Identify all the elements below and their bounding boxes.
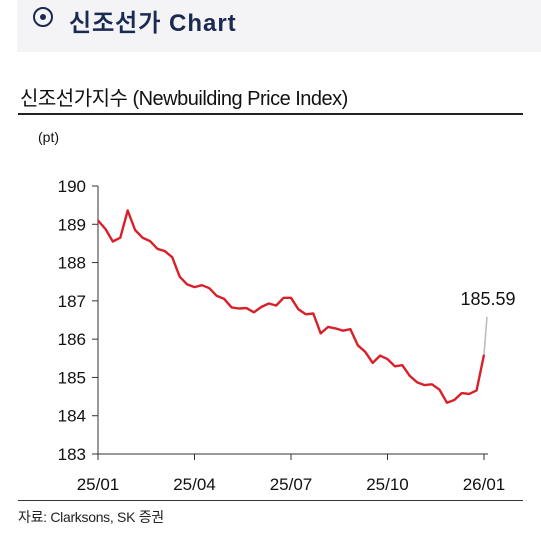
- data-point: [119, 236, 122, 239]
- data-point: [416, 381, 418, 384]
- y-tick-label: 183: [58, 445, 86, 464]
- data-point: [453, 399, 456, 401]
- data-point: [297, 308, 300, 311]
- data-point: [364, 350, 367, 353]
- data-point: [394, 365, 396, 368]
- data-point: [215, 295, 218, 297]
- y-unit-label: (pt): [38, 129, 59, 145]
- data-point: [260, 306, 263, 308]
- data-point: [164, 250, 166, 252]
- data-point: [357, 344, 359, 347]
- data-point: [334, 327, 337, 330]
- data-point: [275, 304, 277, 307]
- data-point: [223, 298, 225, 300]
- data-point: [156, 247, 159, 250]
- data-point: [305, 313, 307, 316]
- title-rule: [18, 113, 523, 115]
- x-tick-label: 25/10: [366, 475, 409, 494]
- data-point: [290, 296, 292, 299]
- data-point: [238, 307, 240, 310]
- data-point: [104, 228, 107, 230]
- data-point: [134, 229, 136, 231]
- data-point: [149, 240, 151, 242]
- source-note: 자료: Clarksons, SK 증권: [18, 509, 164, 525]
- data-point: [468, 393, 470, 395]
- banner-title: 신조선가 Chart: [69, 10, 237, 37]
- data-point: [193, 286, 196, 288]
- data-point: [230, 306, 233, 309]
- data-point: [97, 219, 99, 222]
- y-tick-label: 184: [58, 407, 86, 426]
- y-tick-label: 187: [58, 292, 86, 311]
- data-point: [401, 364, 404, 366]
- y-tick-label: 188: [58, 254, 86, 273]
- data-point: [312, 312, 315, 315]
- data-point: [408, 375, 411, 377]
- data-point: [171, 256, 174, 259]
- data-point: [319, 332, 322, 335]
- data-point: [126, 209, 129, 212]
- data-point: [201, 284, 203, 286]
- footer-rule: [18, 500, 523, 501]
- data-point: [475, 389, 478, 392]
- data-point: [112, 240, 114, 243]
- data-point: [349, 328, 352, 330]
- series-line: [97, 209, 486, 404]
- data-point: [178, 275, 181, 278]
- y-tick-label: 186: [58, 330, 86, 349]
- data-point: [379, 354, 381, 357]
- data-point: [423, 384, 426, 386]
- y-tick-label: 189: [58, 215, 86, 234]
- target-circle-icon: [33, 7, 53, 27]
- y-tick-label: 185: [58, 368, 86, 387]
- data-point: [245, 307, 248, 309]
- chart-title: 신조선가지수 (Newbuilding Price Index): [20, 88, 348, 110]
- data-point: [208, 287, 211, 290]
- data-point: [460, 392, 463, 394]
- y-tick-label: 190: [58, 177, 86, 196]
- annotation-label: 185.59: [460, 289, 515, 309]
- x-tick-label: 25/07: [270, 475, 313, 494]
- x-tick-label: 26/01: [463, 475, 506, 494]
- data-point: [327, 326, 329, 328]
- data-point: [186, 283, 188, 286]
- data-point: [431, 383, 433, 386]
- data-point: [438, 388, 441, 391]
- data-point: [267, 302, 270, 305]
- data-point: [446, 401, 448, 404]
- data-point: [141, 236, 144, 239]
- x-tick-label: 25/04: [173, 475, 216, 494]
- data-point: [253, 311, 255, 314]
- annotation-leader: [483, 316, 488, 355]
- data-point: [371, 362, 374, 364]
- section-banner: 신조선가 Chart: [17, 0, 541, 52]
- data-point: [386, 358, 389, 360]
- data-point: [282, 296, 285, 299]
- x-tick-label: 25/01: [77, 475, 120, 494]
- data-point: [342, 329, 344, 332]
